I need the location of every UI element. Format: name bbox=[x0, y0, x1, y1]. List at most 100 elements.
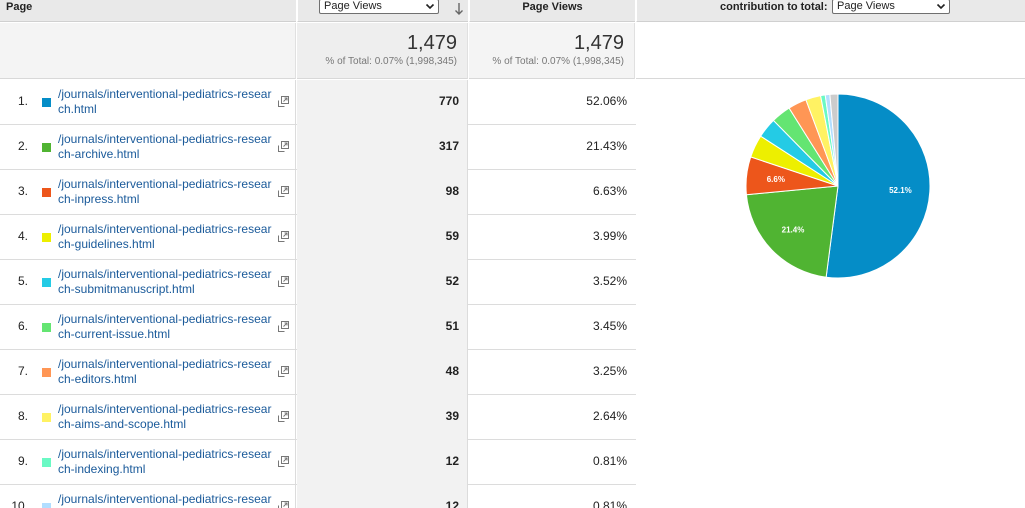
contribution-select-value: Page Views bbox=[837, 0, 895, 12]
page-link[interactable]: /journals/interventional-pediatrics-rese… bbox=[58, 492, 272, 508]
primary-metric-select[interactable]: Page Views bbox=[319, 0, 439, 14]
row-index: 1. bbox=[17, 94, 28, 108]
page-views-percent: 3.25% bbox=[592, 364, 627, 378]
secondary-metric-header[interactable]: Page Views bbox=[469, 0, 635, 22]
primary-metric-cell: 59 bbox=[297, 215, 468, 260]
table-row: 8. /journals/interventional-pediatrics-re… bbox=[0, 395, 636, 440]
summary-primary-metric: 1,479 % of Total: 0.07% (1,998,345) bbox=[297, 23, 468, 79]
primary-metric-header: Page Views bbox=[297, 0, 468, 22]
table-row: 7. /journals/interventional-pediatrics-re… bbox=[0, 350, 636, 395]
open-external-icon[interactable] bbox=[277, 366, 289, 378]
open-external-icon[interactable] bbox=[277, 411, 289, 423]
primary-metric-cell: 52 bbox=[297, 260, 468, 305]
page-views-percent: 2.64% bbox=[592, 409, 627, 423]
series-color-swatch bbox=[42, 233, 51, 242]
row-index: 8. bbox=[17, 409, 28, 423]
secondary-metric-cell: 21.43% bbox=[469, 125, 635, 170]
page-views-percent: 52.06% bbox=[586, 94, 627, 108]
open-external-icon[interactable] bbox=[277, 186, 289, 198]
pie-slice bbox=[745, 185, 839, 278]
open-external-icon[interactable] bbox=[277, 231, 289, 243]
page-link[interactable]: /journals/interventional-pediatrics-rese… bbox=[58, 402, 272, 431]
pie-slice bbox=[805, 95, 839, 187]
page-views-value: 39 bbox=[445, 409, 459, 423]
page-views-percent: 3.52% bbox=[592, 274, 627, 288]
table-row: 1. /journals/interventional-pediatrics-re… bbox=[0, 80, 636, 125]
primary-metric-cell: 98 bbox=[297, 170, 468, 215]
series-color-swatch bbox=[42, 323, 51, 332]
series-color-swatch bbox=[42, 188, 51, 197]
page-views-value: 52 bbox=[445, 274, 459, 288]
secondary-metric-label: Page Views bbox=[522, 1, 583, 13]
summary-primary-percent: % of Total: 0.07% (1,998,345) bbox=[325, 56, 457, 67]
primary-metric-cell: 48 bbox=[297, 350, 468, 395]
series-color-swatch bbox=[42, 278, 51, 287]
table-row: 6. /journals/interventional-pediatrics-re… bbox=[0, 305, 636, 350]
page-cell: 9. /journals/interventional-pediatrics-re… bbox=[0, 440, 296, 485]
summary-secondary-percent: % of Total: 0.07% (1,998,345) bbox=[492, 56, 624, 67]
page-views-percent: 6.63% bbox=[592, 184, 627, 198]
primary-metric-cell: 12 bbox=[297, 485, 468, 508]
page-views-value: 12 bbox=[445, 454, 459, 468]
open-external-icon[interactable] bbox=[277, 456, 289, 468]
series-color-swatch bbox=[42, 413, 51, 422]
open-external-icon[interactable] bbox=[277, 321, 289, 333]
page-link[interactable]: /journals/interventional-pediatrics-rese… bbox=[58, 312, 272, 341]
series-color-swatch bbox=[42, 458, 51, 467]
primary-metric-cell: 51 bbox=[297, 305, 468, 350]
table-row: 3. /journals/interventional-pediatrics-re… bbox=[0, 170, 636, 215]
page-views-percent: 0.81% bbox=[592, 454, 627, 468]
open-external-icon[interactable] bbox=[277, 96, 289, 108]
page-link[interactable]: /journals/interventional-pediatrics-rese… bbox=[58, 177, 272, 206]
pie-slice bbox=[820, 94, 839, 187]
table-row: 4. /journals/interventional-pediatrics-re… bbox=[0, 215, 636, 260]
open-external-icon[interactable] bbox=[277, 501, 289, 508]
contribution-label: contribution to total: bbox=[720, 1, 828, 13]
row-index: 7. bbox=[17, 364, 28, 378]
row-index: 9. bbox=[17, 454, 28, 468]
page-views-value: 51 bbox=[445, 319, 459, 333]
contribution-select[interactable]: Page Views bbox=[832, 0, 950, 14]
page-cell: 5. /journals/interventional-pediatrics-re… bbox=[0, 260, 296, 305]
secondary-metric-cell: 0.81% bbox=[469, 485, 635, 508]
page-link[interactable]: /journals/interventional-pediatrics-rese… bbox=[58, 267, 272, 296]
open-external-icon[interactable] bbox=[277, 276, 289, 288]
series-color-swatch bbox=[42, 143, 51, 152]
page-views-value: 48 bbox=[445, 364, 459, 378]
page-column-header[interactable]: Page bbox=[0, 0, 296, 22]
page-column-label: Page bbox=[6, 1, 33, 13]
page-views-percent: 3.99% bbox=[592, 229, 627, 243]
pie-slice bbox=[750, 135, 839, 187]
pie-slice bbox=[825, 93, 931, 279]
series-color-swatch bbox=[42, 98, 51, 107]
page-cell: 1. /journals/interventional-pediatrics-re… bbox=[0, 80, 296, 125]
page-cell: 6. /journals/interventional-pediatrics-re… bbox=[0, 305, 296, 350]
page-views-value: 317 bbox=[438, 139, 459, 153]
secondary-metric-cell: 3.52% bbox=[469, 260, 635, 305]
page-cell: 8. /journals/interventional-pediatrics-re… bbox=[0, 395, 296, 440]
open-external-icon[interactable] bbox=[277, 141, 289, 153]
row-index: 3. bbox=[17, 184, 28, 198]
page-cell: 3. /journals/interventional-pediatrics-re… bbox=[0, 170, 296, 215]
pie-slice-label: 21.4% bbox=[782, 225, 805, 234]
pie-slice bbox=[824, 93, 839, 187]
primary-metric-cell: 770 bbox=[297, 80, 468, 125]
page-cell: 10. /journals/interventional-pediatrics-r… bbox=[0, 485, 296, 508]
page-link[interactable]: /journals/interventional-pediatrics-rese… bbox=[58, 87, 272, 116]
page-link[interactable]: /journals/interventional-pediatrics-rese… bbox=[58, 447, 272, 476]
series-color-swatch bbox=[42, 368, 51, 377]
series-color-swatch bbox=[42, 503, 51, 508]
primary-metric-cell: 317 bbox=[297, 125, 468, 170]
page-link[interactable]: /journals/interventional-pediatrics-rese… bbox=[58, 222, 272, 251]
page-link[interactable]: /journals/interventional-pediatrics-rese… bbox=[58, 132, 272, 161]
page-link[interactable]: /journals/interventional-pediatrics-rese… bbox=[58, 357, 272, 386]
secondary-metric-cell: 3.45% bbox=[469, 305, 635, 350]
table-row: 5. /journals/interventional-pediatrics-re… bbox=[0, 260, 636, 305]
sort-descending-icon[interactable] bbox=[454, 2, 464, 16]
secondary-metric-cell: 3.99% bbox=[469, 215, 635, 260]
page-views-percent: 21.43% bbox=[586, 139, 627, 153]
page-cell: 4. /journals/interventional-pediatrics-re… bbox=[0, 215, 296, 260]
table-row: 2. /journals/interventional-pediatrics-re… bbox=[0, 125, 636, 170]
secondary-metric-cell: 2.64% bbox=[469, 395, 635, 440]
page-cell: 2. /journals/interventional-pediatrics-re… bbox=[0, 125, 296, 170]
